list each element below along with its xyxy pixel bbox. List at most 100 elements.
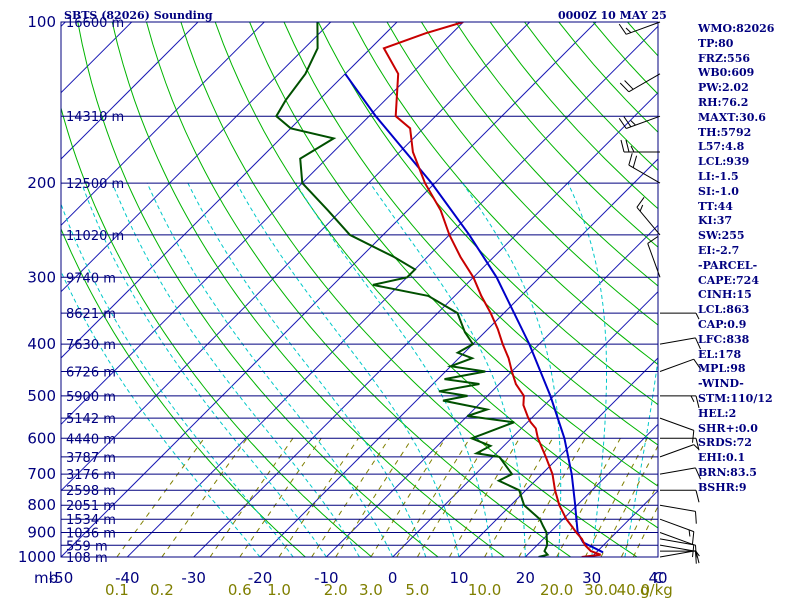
mixing-ratio-label: 40.0 bbox=[617, 581, 650, 599]
parameter-item: SRDS:72 bbox=[698, 436, 752, 450]
isotherm-line bbox=[61, 22, 398, 359]
pressure-label: 300 bbox=[27, 268, 56, 286]
parameter-item: LCL:939 bbox=[698, 155, 750, 169]
isotherm-line bbox=[458, 357, 658, 557]
wind-barb-staff bbox=[628, 164, 661, 184]
parameter-item: TH:5792 bbox=[698, 125, 752, 139]
dewpoint-trace bbox=[275, 22, 550, 557]
wind-barb-flag bbox=[695, 467, 701, 480]
temperature-tick: 30 bbox=[582, 569, 601, 587]
parameter-item: SW:255 bbox=[698, 229, 745, 243]
parameter-list: WMO:82026 TP:80 FRZ:556 WB0:609 PW:2.02 RH:76… bbox=[698, 22, 774, 496]
temperature-tick: 10 bbox=[449, 569, 468, 587]
wind-barb-staff bbox=[659, 518, 694, 533]
isotherm-line bbox=[61, 22, 332, 293]
parameter-item: HEL:2 bbox=[698, 406, 737, 420]
height-label: 5900 m bbox=[66, 390, 116, 405]
height-label: 1036 m bbox=[66, 527, 116, 542]
parameter-item: FRZ:556 bbox=[698, 51, 751, 65]
temperature-tick: -40 bbox=[115, 569, 140, 587]
wind-barb-flag bbox=[690, 395, 695, 403]
wind-barb-staff bbox=[659, 337, 696, 345]
wind-barb-flag bbox=[619, 82, 630, 93]
wind-barb-staff bbox=[659, 550, 696, 558]
temperature-tick: 20 bbox=[516, 569, 535, 587]
parameter-item: SI:-1.0 bbox=[698, 184, 739, 198]
wind-barb-staff bbox=[626, 115, 661, 129]
wind-barb-flag bbox=[693, 358, 702, 370]
pressure-label: 800 bbox=[27, 496, 56, 514]
parameter-item: WB0:609 bbox=[698, 66, 755, 80]
wind-barb-flag bbox=[618, 118, 627, 129]
moist-adiabat-line bbox=[61, 202, 294, 557]
parameter-item: WMO:82026 bbox=[698, 22, 775, 35]
temperature-tick: -10 bbox=[314, 569, 339, 587]
mb-unit-label: mb bbox=[34, 569, 58, 587]
pressure-label: 700 bbox=[27, 465, 56, 483]
parameter-item: CAP:0.9 bbox=[698, 317, 747, 331]
pressure-label: 600 bbox=[27, 429, 56, 447]
parameter-item: MAXT:30.6 bbox=[698, 110, 766, 124]
pressure-label: 200 bbox=[27, 174, 56, 192]
wind-barb-flag bbox=[695, 312, 700, 320]
gkg-unit-label: g/kg bbox=[640, 581, 673, 599]
wind-barb-staff bbox=[659, 417, 694, 431]
parcel-trace bbox=[344, 73, 604, 554]
isotherm-line bbox=[61, 22, 199, 160]
wind-barb-flag bbox=[695, 511, 697, 524]
mixing-ratio-label: 3.0 bbox=[359, 581, 383, 599]
wind-barb-flag bbox=[618, 23, 627, 35]
wind-barb-staff bbox=[659, 504, 696, 512]
wind-barb-flag bbox=[636, 197, 645, 208]
height-label: 3176 m bbox=[66, 468, 116, 483]
height-label: 6726 m bbox=[66, 365, 116, 380]
wind-barb-flag bbox=[695, 490, 700, 503]
wind-barb-flag bbox=[692, 544, 695, 558]
height-label: 559 m bbox=[66, 539, 108, 554]
parameter-item: TT:44 bbox=[698, 199, 733, 213]
parameter-item: TP:80 bbox=[698, 36, 734, 50]
wind-barb-staff bbox=[659, 358, 694, 372]
isotherm-line bbox=[524, 423, 658, 557]
plot-frame bbox=[60, 21, 659, 558]
wind-barb-flag bbox=[620, 139, 625, 153]
parameter-item: CAPE:724 bbox=[698, 273, 759, 287]
parameter-item: EHI:0.1 bbox=[698, 451, 746, 465]
parameter-item: EI:-2.7 bbox=[698, 243, 740, 257]
parameter-item: KI:37 bbox=[698, 214, 733, 228]
wind-barb-flag bbox=[630, 120, 636, 126]
sounding-profiles bbox=[275, 22, 604, 557]
wind-barb-flag bbox=[695, 438, 700, 451]
pressure-label: 900 bbox=[27, 524, 56, 542]
sounding-time: 0000Z 10 MAY 25 bbox=[558, 9, 667, 22]
isotherm-line bbox=[61, 22, 265, 227]
height-label: 7630 m bbox=[66, 338, 116, 353]
wind-barb-flag bbox=[688, 529, 691, 537]
height-label: 16600 m bbox=[66, 16, 124, 31]
height-label: 3787 m bbox=[66, 451, 116, 466]
parameter-item: EL:178 bbox=[698, 347, 742, 361]
parameter-item: BSHR:9 bbox=[698, 480, 747, 494]
mixing-ratio-label: 0.2 bbox=[150, 581, 174, 599]
mixing-ratio-label: 30.0 bbox=[584, 581, 617, 599]
wind-barb-flag bbox=[692, 430, 695, 443]
wind-barb-flag bbox=[695, 337, 701, 350]
wind-barb-staff bbox=[626, 21, 661, 35]
mixing-ratio-label: 1.0 bbox=[267, 581, 291, 599]
wind-barb-staff bbox=[659, 538, 696, 546]
wind-barb-flag bbox=[630, 145, 635, 153]
parameter-item: PW:2.02 bbox=[698, 81, 749, 95]
parameter-item: STM:110/12 bbox=[698, 391, 773, 405]
wind-barb-flag bbox=[693, 444, 700, 450]
wind-barb-staff bbox=[628, 73, 661, 93]
height-label: 12500 m bbox=[66, 177, 124, 192]
parameter-item: -PARCEL- bbox=[698, 258, 758, 272]
isotherm-line bbox=[61, 22, 531, 492]
wind-barbs bbox=[618, 21, 702, 564]
isotherm-line bbox=[259, 158, 658, 557]
wind-barb-staff bbox=[636, 206, 661, 236]
height-label: 11020 m bbox=[66, 229, 124, 244]
parameter-item: L57:4.8 bbox=[698, 140, 745, 154]
